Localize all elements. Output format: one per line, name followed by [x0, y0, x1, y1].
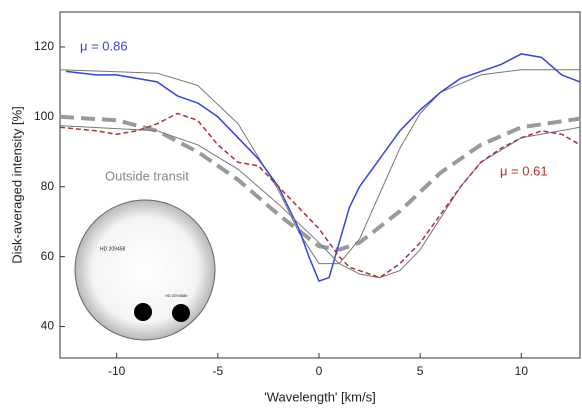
x-tick-label: 5: [417, 364, 424, 378]
y-tick-label: 60: [41, 249, 55, 263]
x-tick-label: 0: [316, 364, 323, 378]
series-line: [59, 69, 580, 265]
planet: [134, 303, 152, 321]
star-label: HD 209458: [100, 246, 126, 252]
y-axis-label: Disk-averaged intensity [%]: [9, 106, 24, 264]
x-tick-label: -5: [212, 364, 223, 378]
planet: [172, 304, 190, 322]
series-label: μ = 0.86: [80, 38, 128, 53]
plot-frame: [59, 11, 581, 359]
series-line: [59, 114, 581, 252]
x-axis-label: 'Wavelength' [km/s]: [264, 389, 375, 404]
planet-label: HD 209458b: [165, 293, 188, 298]
inset: HD 209458 HD 209458b: [74, 199, 216, 341]
y-tick-label: 100: [34, 109, 54, 123]
series-label: Outside transit: [105, 168, 189, 183]
y-tick-label: 40: [41, 319, 55, 333]
y-tick-label: 120: [34, 39, 54, 53]
x-tick-label: -10: [108, 364, 126, 378]
y-tick-label: 80: [41, 179, 55, 193]
x-tick-label: 10: [515, 364, 529, 378]
series-line: [66, 53, 581, 282]
series-line: [59, 112, 581, 279]
series-label: μ = 0.61: [500, 163, 548, 178]
